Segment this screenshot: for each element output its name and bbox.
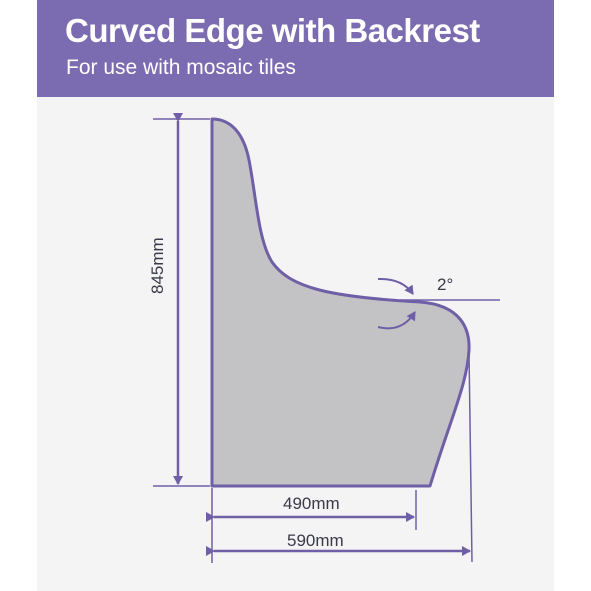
total-depth-label: 590mm [287,531,344,550]
angle-arrow-top [377,277,414,295]
page-subtitle: For use with mosaic tiles [66,56,296,79]
page-title: Curved Edge with Backrest [65,12,480,49]
angle-arrow-bottom [377,311,416,330]
angle-label: 2° [437,275,453,294]
bench-profile [210,117,471,488]
header-banner [37,0,554,97]
total-depth-extension-right [468,351,473,563]
seat-depth-label: 490mm [283,494,340,513]
height-label: 845mm [148,237,167,294]
